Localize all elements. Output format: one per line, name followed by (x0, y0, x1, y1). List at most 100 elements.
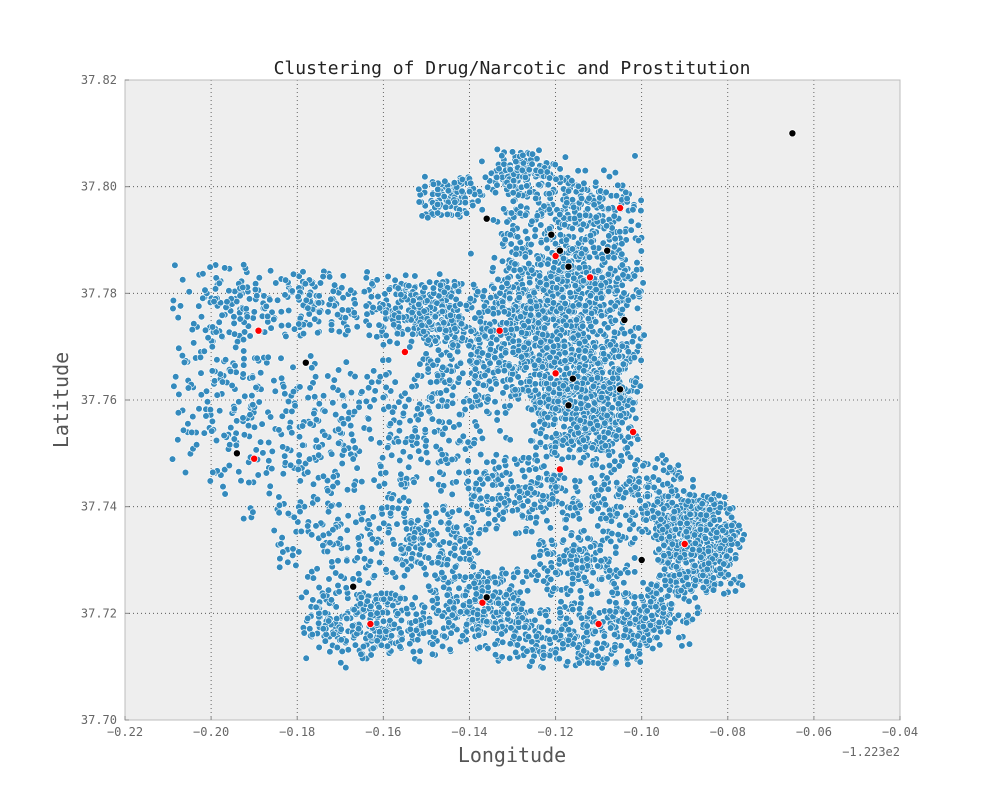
incident-point (563, 322, 570, 329)
incident-point (295, 294, 302, 301)
incident-point (499, 284, 506, 291)
incident-point (666, 533, 673, 540)
incident-point (285, 398, 292, 405)
incident-point (468, 250, 475, 257)
incident-point (203, 413, 210, 420)
incident-point (532, 381, 539, 388)
incident-point (526, 189, 533, 196)
incident-point (661, 566, 668, 573)
incident-point (710, 587, 717, 594)
incident-point (727, 536, 734, 543)
incident-point (519, 513, 526, 520)
incident-point (485, 520, 492, 527)
incident-point (504, 219, 511, 226)
incident-point (364, 311, 371, 318)
incident-point (580, 221, 587, 228)
incident-point (609, 405, 616, 412)
incident-point (322, 432, 329, 439)
incident-point (243, 306, 250, 313)
incident-point (598, 295, 605, 302)
incident-point (366, 332, 373, 339)
incident-point (269, 448, 276, 455)
incident-point (224, 299, 231, 306)
incident-point (595, 523, 602, 530)
incident-point (311, 393, 318, 400)
incident-point (452, 326, 459, 333)
incident-point (179, 352, 186, 359)
incident-point (585, 315, 592, 322)
incident-point (282, 390, 289, 397)
incident-point (315, 452, 322, 459)
incident-point (219, 333, 226, 340)
incident-point (207, 264, 214, 271)
incident-point (528, 267, 535, 274)
incident-point (490, 593, 497, 600)
incident-point (214, 357, 221, 364)
incident-point (545, 181, 552, 188)
incident-point (507, 231, 514, 238)
incident-point (576, 340, 583, 347)
incident-point (451, 179, 458, 186)
incident-point (532, 195, 539, 202)
incident-point (572, 282, 579, 289)
incident-point (350, 437, 357, 444)
incident-point (699, 500, 706, 507)
incident-point (499, 153, 506, 160)
incident-point (240, 284, 247, 291)
incident-point (493, 381, 500, 388)
incident-point (545, 261, 552, 268)
incident-point (470, 281, 477, 288)
incident-point (597, 328, 604, 335)
incident-point (508, 210, 515, 217)
incident-point (606, 233, 613, 240)
incident-point (672, 526, 679, 533)
incident-point (415, 448, 422, 455)
incident-point (191, 320, 198, 327)
incident-point (412, 273, 419, 280)
incident-point (581, 355, 588, 362)
incident-point (341, 447, 348, 454)
incident-point (441, 633, 448, 640)
incident-point (395, 314, 402, 321)
incident-point (484, 184, 491, 191)
incident-point (687, 511, 694, 518)
incident-point (416, 186, 423, 193)
incident-point (198, 370, 205, 377)
incident-point (422, 173, 429, 180)
incident-point (250, 402, 257, 409)
incident-point (397, 457, 404, 464)
incident-point (240, 336, 247, 343)
incident-point (559, 500, 566, 507)
incident-point (582, 167, 589, 174)
incident-point (500, 206, 507, 213)
incident-point (549, 477, 556, 484)
incident-point (626, 478, 633, 485)
incident-point (678, 475, 685, 482)
incident-point (496, 166, 503, 173)
incident-point (352, 301, 359, 308)
incident-point (602, 443, 609, 450)
incident-point (260, 450, 267, 457)
incident-point (285, 307, 292, 314)
incident-point (185, 385, 192, 392)
incident-point (710, 575, 717, 582)
incident-point (457, 360, 464, 367)
incident-point (518, 380, 525, 387)
incident-point (446, 377, 453, 384)
incident-point (557, 211, 564, 218)
incident-point (633, 415, 640, 422)
incident-point (340, 295, 347, 302)
incident-point (241, 355, 248, 362)
incident-point (482, 526, 489, 533)
incident-point (426, 279, 433, 286)
incident-point (361, 288, 368, 295)
incident-point (420, 328, 427, 335)
incident-point (256, 399, 263, 406)
incident-point (567, 289, 574, 296)
incident-point (487, 328, 494, 335)
incident-point (326, 274, 333, 281)
incident-point (458, 321, 465, 328)
incident-point (330, 384, 337, 391)
incident-point (531, 290, 538, 297)
incident-point (632, 379, 639, 386)
